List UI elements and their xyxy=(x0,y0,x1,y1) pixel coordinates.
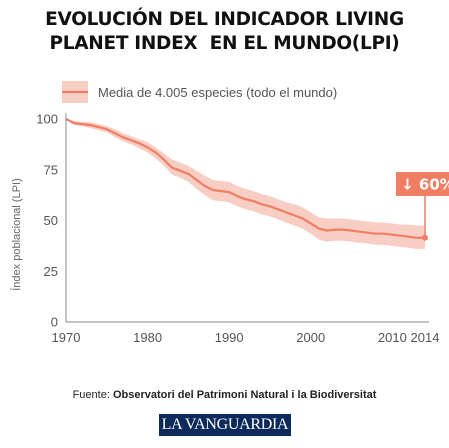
x-tick-label: 2014 xyxy=(411,330,440,345)
y-tick-label: 25 xyxy=(44,264,58,279)
y-tick-label: 75 xyxy=(44,162,58,177)
annotation-label: ↓ 60% xyxy=(401,176,449,194)
x-tick-label: 1980 xyxy=(133,330,162,345)
axes: 0 25 50 75 100 1970 1980 1990 2000 2010 2014 Índex … xyxy=(10,112,439,346)
y-axis-label: Índex poblacional (LPI) xyxy=(10,178,23,291)
y-tick-label: 50 xyxy=(44,213,58,228)
brand-logo: LA VANGUARDIA xyxy=(159,414,291,436)
annotation-badge xyxy=(396,172,449,196)
legend-entry: Media de 4.005 especies (todo el mundo) xyxy=(98,84,338,100)
x-tick-label: 2000 xyxy=(296,330,325,345)
chart-title-line-2: PLANET INDEX EN EL MUNDO(LPI) xyxy=(49,33,400,54)
legend-swatch xyxy=(62,81,88,103)
chart-title-line-1: EVOLUCIÓN DEL INDICADOR LIVING xyxy=(45,9,404,30)
x-tick-label: 2010 xyxy=(378,330,407,345)
annotation-layer: ↓ 60% xyxy=(396,172,449,238)
source-note: Fuente: Observatori del Patrimoni Natura… xyxy=(0,389,449,401)
x-tick-label: 1990 xyxy=(215,330,244,345)
y-tick-label: 0 xyxy=(51,315,58,330)
confidence-band xyxy=(66,119,425,249)
x-tick-label: 1970 xyxy=(52,330,81,345)
line-chart: 0 25 50 75 100 1970 1980 1990 2000 2010 2014 Índex … xyxy=(10,112,449,346)
chart-legend: Media de 4.005 especies (todo el mundo) xyxy=(62,80,337,104)
source-name: Observatori del Patrimoni Natural i la B… xyxy=(112,389,377,401)
confidence-band-layer xyxy=(66,119,425,249)
series-line xyxy=(65,118,425,239)
y-tick-label: 100 xyxy=(36,112,58,127)
source-prefix: Fuente: xyxy=(72,389,113,401)
chart-title: EVOLUCIÓN DEL INDICADOR LIVING PLANET IN… xyxy=(0,8,449,56)
